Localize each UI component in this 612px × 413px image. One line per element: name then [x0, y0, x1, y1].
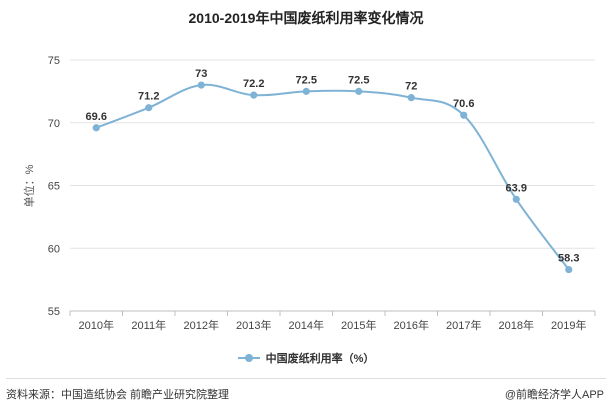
data-label: 58.3 — [558, 253, 579, 265]
x-tick-label: 2018年 — [499, 318, 534, 332]
x-tick-label: 2010年 — [79, 318, 114, 332]
legend: 中国废纸利用率（%） — [0, 350, 612, 366]
data-label: 71.2 — [138, 91, 159, 103]
y-tick-label: 65 — [48, 181, 60, 193]
data-point — [145, 104, 153, 112]
axes: 55 60 65 70 75 2010年 2011年 2012年 2013年 2014年 2015年… — [48, 55, 596, 332]
source-note: 资料来源：中国造纸协会 前瞻产业研究院整理 — [6, 389, 230, 401]
y-axis-title: 单位：% — [22, 164, 36, 207]
series-line-layer — [95, 83, 570, 271]
series-line — [95, 83, 570, 271]
data-label: 72.2 — [243, 78, 264, 90]
data-label: 72.5 — [348, 74, 369, 86]
x-tick-label: 2011年 — [131, 318, 166, 332]
legend-label: 中国废纸利用率（%） — [265, 353, 375, 365]
x-tick-label: 2017年 — [446, 318, 481, 332]
data-label: 70.6 — [453, 98, 474, 110]
data-point — [460, 111, 468, 119]
data-point — [407, 94, 415, 102]
x-tick-label: 2015年 — [341, 318, 376, 332]
data-label: 69.6 — [86, 111, 107, 123]
data-label: 73 — [195, 68, 207, 80]
footer-divider — [6, 378, 606, 379]
y-tick-label: 55 — [48, 306, 60, 318]
data-label: 72.5 — [296, 74, 317, 86]
y-tick-label: 60 — [48, 243, 60, 255]
data-point — [197, 81, 205, 89]
x-tick-label: 2019年 — [551, 318, 586, 332]
y-tick-label: 70 — [48, 118, 60, 130]
data-point — [92, 124, 100, 132]
data-point — [512, 195, 520, 203]
footer: 资料来源：中国造纸协会 前瞻产业研究院整理 @前瞻经济学人APP — [0, 374, 612, 413]
data-point — [565, 265, 573, 274]
x-tick-label: 2012年 — [184, 318, 219, 332]
data-point — [355, 87, 363, 95]
data-point — [250, 91, 258, 99]
data-point — [302, 87, 310, 95]
data-labels: 69.6 71.2 73 72.2 72.5 72.5 72 70.6 63.9 58.3 — [86, 68, 580, 264]
legend-swatch — [237, 353, 260, 363]
data-label: 72 — [405, 81, 417, 93]
x-tick-label: 2014年 — [289, 318, 324, 332]
data-points — [92, 81, 573, 274]
credit-label: @前瞻经济学人APP — [504, 389, 604, 401]
x-tick-label: 2013年 — [236, 318, 271, 332]
data-label: 63.9 — [506, 182, 527, 194]
x-tick-label: 2016年 — [394, 318, 429, 332]
chart-title: 2010-2019年中国废纸利用率变化情况 — [188, 10, 424, 26]
y-tick-label: 75 — [48, 55, 60, 67]
